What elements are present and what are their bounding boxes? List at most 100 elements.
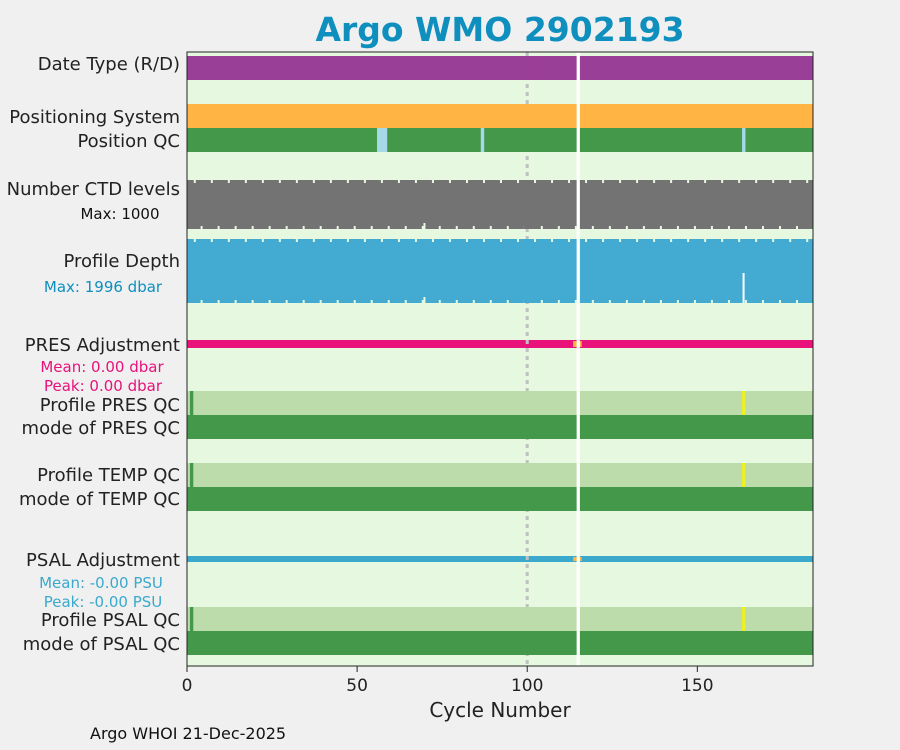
row-12-bar xyxy=(187,631,813,655)
row-3-notch xyxy=(472,226,475,229)
row-3-notch xyxy=(421,226,424,229)
row-3-notch xyxy=(693,226,696,229)
row-3-notch xyxy=(363,180,366,183)
row-10-bar xyxy=(187,556,813,562)
row-label: Positioning System xyxy=(9,107,180,128)
row-3-notch xyxy=(455,226,458,229)
row-8-qc-mark xyxy=(189,463,194,487)
row-3-notch xyxy=(704,180,707,183)
row-4-notch xyxy=(738,239,741,242)
row-4-notch xyxy=(608,300,611,303)
row-3-notch xyxy=(193,180,196,183)
row-label: Profile PRES QC xyxy=(40,395,180,416)
row-3-notch xyxy=(431,180,434,183)
row-3-notch xyxy=(295,180,298,183)
row-4-notch xyxy=(431,239,434,242)
row-2-qc-mark xyxy=(377,128,388,152)
row-4-notch xyxy=(234,300,237,303)
row-4-notch xyxy=(551,239,554,242)
row-3-notch xyxy=(397,180,400,183)
row-4-notch xyxy=(312,239,315,242)
row-3-notch xyxy=(302,226,305,229)
row-3-notch xyxy=(370,226,373,229)
row-3-bar xyxy=(187,180,813,229)
row-4-notch xyxy=(336,300,339,303)
row-4-notch xyxy=(227,239,230,242)
row-6-bar xyxy=(187,391,813,415)
row-3-notch xyxy=(227,180,230,183)
row-label: Date Type (R/D) xyxy=(38,54,180,75)
row-0-bar xyxy=(187,56,813,80)
row-3-notch xyxy=(423,223,426,229)
row-3-notch xyxy=(636,180,639,183)
row-3-notch xyxy=(625,226,628,229)
row-6-qc-mark xyxy=(189,391,194,415)
row-4-notch xyxy=(557,300,560,303)
band-cover xyxy=(523,607,531,631)
row-11-bar xyxy=(187,607,813,631)
row-2-bar xyxy=(187,128,813,152)
row-3-notch xyxy=(346,180,349,183)
row-3-notch xyxy=(353,226,356,229)
row-4-notch xyxy=(268,300,271,303)
row-3-notch xyxy=(210,180,213,183)
row-4-notch xyxy=(387,300,390,303)
row-3-notch xyxy=(285,226,288,229)
row-4-bar xyxy=(187,239,813,303)
row-4-notch xyxy=(727,300,730,303)
row-3-notch xyxy=(602,180,605,183)
row-3-notch xyxy=(489,226,492,229)
psal-peak-note: Peak: -0.00 PSU xyxy=(44,593,163,611)
band-cover xyxy=(523,487,531,511)
row-4-notch xyxy=(642,300,645,303)
row-4-notch xyxy=(659,300,662,303)
row-4-notch xyxy=(423,297,426,303)
row-4-notch xyxy=(625,300,628,303)
row-4-notch xyxy=(421,300,424,303)
row-4-notch xyxy=(534,239,537,242)
pres-mean-note: Mean: 0.00 dbar xyxy=(40,358,164,376)
row-3-notch xyxy=(200,226,203,229)
row-4-notch xyxy=(404,300,407,303)
row-3-notch xyxy=(591,226,594,229)
row-4-notch xyxy=(278,239,281,242)
band-cover xyxy=(523,415,531,439)
row-3-notch xyxy=(261,180,264,183)
row-4-notch xyxy=(200,300,203,303)
row-3-notch xyxy=(268,226,271,229)
row-4-notch xyxy=(329,239,332,242)
row-label: Profile TEMP QC xyxy=(37,465,180,486)
row-3-notch xyxy=(568,180,571,183)
plot-frame xyxy=(186,51,814,667)
depth-max-note: Max: 1996 dbar xyxy=(44,278,163,296)
row-4-notch xyxy=(574,300,577,303)
row-4-notch xyxy=(710,300,713,303)
row-3-notch xyxy=(482,180,485,183)
row-3-notch xyxy=(465,180,468,183)
row-4-notch xyxy=(414,239,417,242)
row-4-notch xyxy=(244,239,247,242)
row-label: mode of PRES QC xyxy=(22,418,180,439)
row-3-notch xyxy=(251,226,254,229)
row-3-notch xyxy=(619,180,622,183)
row-3-notch xyxy=(744,226,747,229)
row-4-notch xyxy=(482,239,485,242)
row-4-notch xyxy=(789,239,792,242)
row-3-notch xyxy=(506,226,509,229)
row-3-notch xyxy=(500,180,502,183)
band-cover xyxy=(523,391,531,415)
row-4-notch xyxy=(295,239,298,242)
row-3-notch xyxy=(336,226,339,229)
row-2-qc-mark xyxy=(480,128,485,152)
x-tick-label: 100 xyxy=(511,676,543,696)
band-cover xyxy=(523,128,531,152)
row-3-notch xyxy=(608,226,611,229)
band-cover xyxy=(523,239,531,303)
row-4-notch xyxy=(380,239,383,242)
row-3-notch xyxy=(642,226,645,229)
row-4-notch xyxy=(506,300,509,303)
row-3-notch xyxy=(813,226,815,229)
footer-credit: Argo WHOI 21-Dec-2025 xyxy=(90,724,287,743)
row-3-notch xyxy=(234,226,237,229)
